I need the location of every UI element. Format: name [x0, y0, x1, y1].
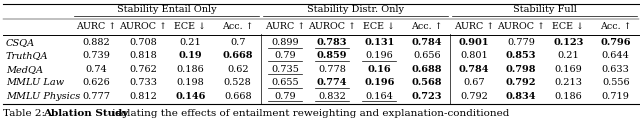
- Text: 0.655: 0.655: [271, 78, 299, 87]
- Text: 0.123: 0.123: [554, 38, 584, 47]
- Text: 0.792: 0.792: [506, 78, 536, 87]
- Text: 0.67: 0.67: [463, 78, 484, 87]
- Text: AUROC ↑: AUROC ↑: [119, 22, 167, 31]
- Text: ECE ↓: ECE ↓: [552, 22, 584, 31]
- Text: 0.853: 0.853: [506, 51, 536, 60]
- Text: 0.644: 0.644: [602, 51, 630, 60]
- Text: 0.688: 0.688: [412, 65, 442, 74]
- Text: 0.79: 0.79: [274, 51, 296, 60]
- Text: 0.859: 0.859: [317, 51, 348, 60]
- Text: 0.21: 0.21: [557, 51, 579, 60]
- Text: AURC ↑: AURC ↑: [265, 22, 305, 31]
- Text: AURC ↑: AURC ↑: [76, 22, 116, 31]
- Text: 0.74: 0.74: [85, 65, 107, 74]
- Text: 0.196: 0.196: [365, 51, 394, 60]
- Text: 0.79: 0.79: [274, 92, 296, 101]
- Text: 0.198: 0.198: [177, 78, 204, 87]
- Text: 0.186: 0.186: [555, 92, 582, 101]
- Text: 0.834: 0.834: [506, 92, 536, 101]
- Text: 0.798: 0.798: [506, 65, 536, 74]
- Text: Acc. ↑: Acc. ↑: [222, 22, 253, 31]
- Text: 0.778: 0.778: [318, 65, 346, 74]
- Text: AUROC ↑: AUROC ↑: [497, 22, 545, 31]
- Text: 0.739: 0.739: [82, 51, 110, 60]
- Text: 0.812: 0.812: [129, 92, 157, 101]
- Text: AUROC ↑: AUROC ↑: [308, 22, 356, 31]
- Text: 0.7: 0.7: [230, 38, 246, 47]
- Text: 0.818: 0.818: [129, 51, 157, 60]
- Text: 0.777: 0.777: [82, 92, 110, 101]
- Text: ECE ↓: ECE ↓: [364, 22, 396, 31]
- Text: 0.774: 0.774: [317, 78, 348, 87]
- Text: 0.16: 0.16: [367, 65, 391, 74]
- Text: MMLU Physics: MMLU Physics: [6, 92, 80, 101]
- Text: Acc. ↑: Acc. ↑: [411, 22, 442, 31]
- Text: 0.708: 0.708: [129, 38, 157, 47]
- Text: MedQA: MedQA: [6, 65, 43, 74]
- Text: MMLU Law: MMLU Law: [6, 78, 64, 87]
- Text: 0.19: 0.19: [179, 51, 202, 60]
- Text: 0.779: 0.779: [508, 38, 535, 47]
- Text: 0.528: 0.528: [224, 78, 252, 87]
- Text: 0.784: 0.784: [459, 65, 489, 74]
- Text: 0.633: 0.633: [602, 65, 630, 74]
- Text: 0.882: 0.882: [82, 38, 110, 47]
- Text: 0.783: 0.783: [317, 38, 348, 47]
- Text: 0.21: 0.21: [180, 38, 202, 47]
- Text: 0.131: 0.131: [364, 38, 395, 47]
- Text: 0.762: 0.762: [129, 65, 157, 74]
- Text: 0.801: 0.801: [460, 51, 488, 60]
- Text: 0.169: 0.169: [555, 65, 582, 74]
- Text: 0.719: 0.719: [602, 92, 630, 101]
- Text: 0.733: 0.733: [129, 78, 157, 87]
- Text: 0.656: 0.656: [413, 51, 440, 60]
- Text: Acc. ↑: Acc. ↑: [600, 22, 632, 31]
- Text: 0.792: 0.792: [460, 92, 488, 101]
- Text: 0.146: 0.146: [175, 92, 205, 101]
- Text: 0.556: 0.556: [602, 78, 630, 87]
- Text: Stability Entail Only: Stability Entail Only: [117, 5, 216, 14]
- Text: 0.62: 0.62: [227, 65, 248, 74]
- Text: Table 2:: Table 2:: [3, 109, 49, 118]
- Text: 0.668: 0.668: [223, 51, 253, 60]
- Text: 0.832: 0.832: [318, 92, 346, 101]
- Text: Ablation Study: Ablation Study: [43, 109, 128, 118]
- Text: 0.186: 0.186: [177, 65, 204, 74]
- Text: 0.164: 0.164: [365, 92, 394, 101]
- Text: CSQA: CSQA: [6, 38, 35, 47]
- Text: 0.899: 0.899: [271, 38, 299, 47]
- Text: 0.213: 0.213: [554, 78, 582, 87]
- Text: ECE ↓: ECE ↓: [175, 22, 207, 31]
- Text: 0.901: 0.901: [459, 38, 489, 47]
- Text: Stability Full: Stability Full: [513, 5, 577, 14]
- Text: 0.626: 0.626: [82, 78, 110, 87]
- Text: 0.668: 0.668: [224, 92, 252, 101]
- Text: 0.784: 0.784: [412, 38, 442, 47]
- Text: 0.735: 0.735: [271, 65, 299, 74]
- Text: AURC ↑: AURC ↑: [454, 22, 494, 31]
- Text: 0.196: 0.196: [364, 78, 395, 87]
- Text: Stability Distr. Only: Stability Distr. Only: [307, 5, 404, 14]
- Text: 0.723: 0.723: [412, 92, 442, 101]
- Text: isolating the effects of entailment reweighting and explanation-conditioned: isolating the effects of entailment rewe…: [109, 109, 509, 118]
- Text: 0.796: 0.796: [600, 38, 631, 47]
- Text: 0.568: 0.568: [412, 78, 442, 87]
- Text: TruthQA: TruthQA: [6, 51, 48, 60]
